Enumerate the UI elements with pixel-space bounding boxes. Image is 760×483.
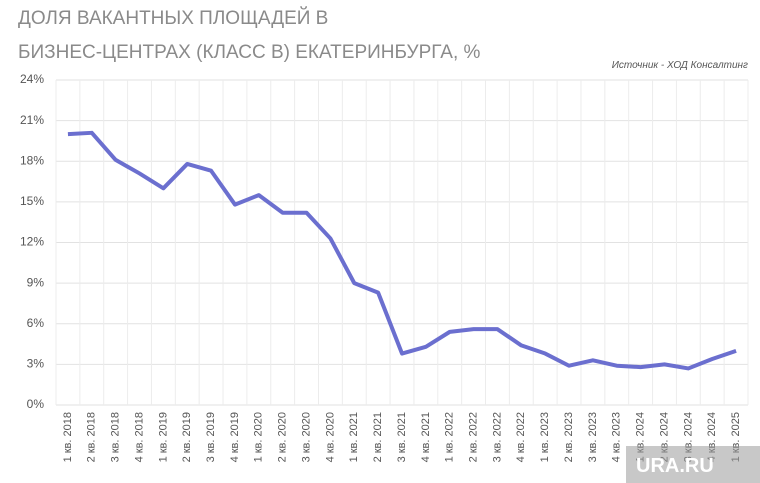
x-tick-label: 3 кв. 2023 (587, 412, 599, 462)
x-tick-label: 3 кв. 2020 (300, 412, 312, 462)
x-tick-label: 1 кв. 2020 (253, 412, 265, 462)
y-tick-label: 0% (27, 397, 45, 411)
chart-title: ДОЛЯ ВАКАНТНЫХ ПЛОЩАДЕЙ В (18, 7, 328, 29)
x-tick-label: 3 кв. 2018 (110, 412, 122, 462)
y-tick-label: 18% (20, 153, 44, 167)
y-tick-label: 21% (20, 113, 44, 127)
source: Источник - ХОД Консалтинг (612, 60, 748, 71)
line (67, 130, 737, 371)
y-tick-label: 3% (27, 357, 45, 371)
chart-title: БИЗНЕС-ЦЕНТРАХ (КЛАСС В) ЕКАТЕРИНБУРГА, … (18, 42, 481, 63)
x-tick-label: 4 кв. 2023 (611, 412, 623, 462)
y-tick-label: 24% (20, 72, 44, 86)
x-tick-label: 1 кв. 2023 (539, 412, 551, 462)
x-tick-label: 1 кв. 2021 (348, 412, 360, 462)
x-tick-label: 4 кв. 2020 (324, 412, 336, 462)
x-tick-label: 1 кв. 2022 (444, 412, 456, 462)
x-tick-label: 2 кв. 2022 (467, 412, 479, 462)
x-tick-label: 3 кв. 2021 (396, 412, 408, 462)
y-tick-label: 15% (20, 194, 44, 208)
x-tick-label: 2 кв. 2018 (86, 412, 98, 462)
x-tick-label: 1 кв. 2018 (62, 412, 74, 462)
x-tick-label: 4 кв. 2022 (515, 412, 527, 462)
y-tick-label: 6% (27, 316, 45, 330)
watermark: URA.RU (636, 455, 714, 477)
x-tick-label: 3 кв. 2022 (491, 412, 503, 462)
y-tick-label: 9% (27, 275, 45, 289)
x-tick-label: 4 кв. 2019 (229, 412, 241, 462)
x-tick-label: 2 кв. 2019 (181, 412, 193, 462)
x-tick-label: 2 кв. 2021 (372, 412, 384, 462)
watermark-bg (626, 446, 760, 483)
x-tick-label: 2 кв. 2023 (563, 412, 575, 462)
x-tick-label: 2 кв. 2020 (277, 412, 289, 462)
x-tick-label: 4 кв. 2018 (133, 412, 145, 462)
y-tick-label: 12% (20, 235, 44, 249)
x-tick-label: 3 кв. 2019 (205, 412, 217, 462)
x-tick-label: 1 кв. 2019 (157, 412, 169, 462)
x-tick-label: 4 кв. 2021 (420, 412, 432, 462)
